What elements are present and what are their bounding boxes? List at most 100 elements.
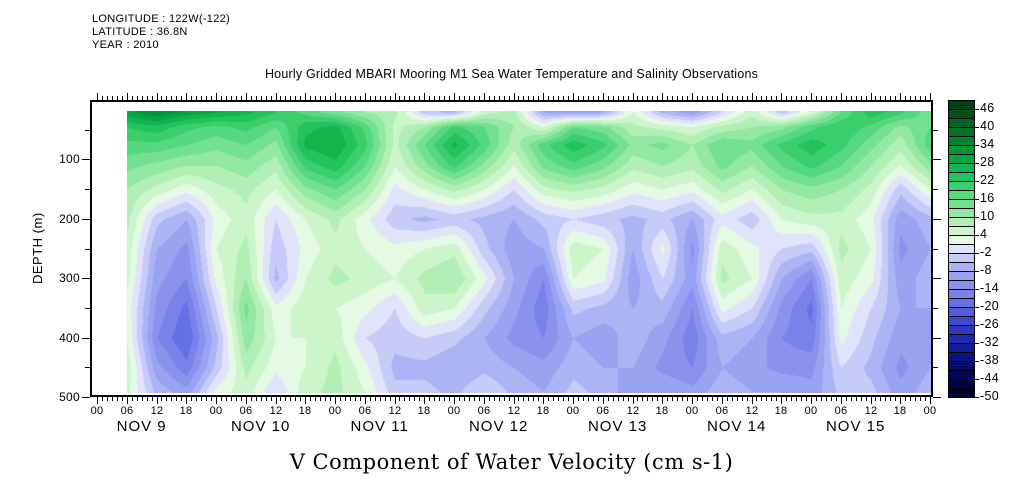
x-tick xyxy=(523,397,524,401)
colorbar-tick-label: -32 xyxy=(980,335,999,349)
y-tick-minor xyxy=(933,130,938,131)
x-tick xyxy=(464,397,465,401)
x-tick xyxy=(375,96,376,100)
x-tick xyxy=(781,397,782,404)
x-tick-label: 18 xyxy=(417,405,431,417)
x-tick xyxy=(905,397,906,401)
x-tick xyxy=(608,96,609,100)
x-tick xyxy=(404,397,405,401)
x-tick xyxy=(137,397,138,401)
x-tick xyxy=(637,96,638,100)
x-tick xyxy=(796,397,797,401)
x-tick xyxy=(811,93,812,100)
x-tick xyxy=(97,93,98,100)
x-tick xyxy=(533,96,534,100)
x-tick xyxy=(424,397,425,404)
x-tick xyxy=(766,397,767,401)
x-tick xyxy=(514,93,515,100)
x-tick-label: 12 xyxy=(864,405,878,417)
x-day-label: NOV 10 xyxy=(230,418,291,435)
x-tick xyxy=(340,397,341,401)
x-tick xyxy=(330,96,331,100)
x-tick xyxy=(449,397,450,401)
x-tick-label: 06 xyxy=(477,405,491,417)
colorbar-cell xyxy=(949,154,974,163)
x-axis-title: V Component of Water Velocity (cm s-1) xyxy=(289,450,734,474)
x-tick xyxy=(102,96,103,100)
x-tick xyxy=(509,96,510,100)
x-tick xyxy=(841,93,842,100)
x-tick xyxy=(781,93,782,100)
y-tick xyxy=(933,219,941,220)
x-tick xyxy=(647,397,648,401)
colorbar-tick-label: 34 xyxy=(980,137,995,151)
x-tick xyxy=(672,96,673,100)
x-tick xyxy=(861,96,862,100)
x-tick xyxy=(280,397,281,401)
x-tick xyxy=(171,397,172,401)
x-tick xyxy=(201,96,202,100)
colorbar-tick-label: 10 xyxy=(980,209,995,223)
x-tick xyxy=(821,397,822,401)
colorbar-tick-label: 40 xyxy=(980,119,995,133)
x-tick xyxy=(206,397,207,401)
x-tick xyxy=(216,93,217,100)
x-tick-label: 06 xyxy=(596,405,610,417)
x-tick xyxy=(117,96,118,100)
colorbar-tick xyxy=(974,163,979,164)
x-tick xyxy=(147,397,148,401)
x-tick xyxy=(469,397,470,401)
x-tick xyxy=(315,397,316,401)
x-tick xyxy=(117,397,118,401)
x-tick-label: 00 xyxy=(685,405,699,417)
x-tick xyxy=(791,96,792,100)
y-tick xyxy=(82,397,90,398)
heatmap-canvas xyxy=(127,111,931,393)
x-tick xyxy=(846,397,847,401)
x-tick xyxy=(851,397,852,401)
x-tick xyxy=(112,397,113,401)
x-tick xyxy=(925,397,926,401)
x-tick xyxy=(157,397,158,404)
colorbar-tick xyxy=(974,217,979,218)
y-tick-label: 200 xyxy=(59,212,80,226)
x-tick xyxy=(791,397,792,401)
y-axis-title: DEPTH (m) xyxy=(30,212,45,285)
x-tick xyxy=(910,397,911,401)
x-tick xyxy=(305,93,306,100)
x-tick xyxy=(628,96,629,100)
x-tick xyxy=(752,93,753,100)
x-tick xyxy=(776,397,777,401)
x-tick xyxy=(861,397,862,401)
x-tick xyxy=(444,397,445,401)
x-tick xyxy=(846,96,847,100)
x-tick xyxy=(528,397,529,401)
x-tick xyxy=(712,96,713,100)
x-tick-label: 00 xyxy=(90,405,104,417)
x-tick xyxy=(618,96,619,100)
x-tick xyxy=(295,96,296,100)
x-tick xyxy=(350,397,351,401)
x-tick xyxy=(920,96,921,100)
colorbar-cell xyxy=(949,289,974,298)
x-tick xyxy=(444,96,445,100)
x-tick xyxy=(276,93,277,100)
x-tick xyxy=(578,397,579,401)
x-tick xyxy=(771,397,772,401)
x-tick xyxy=(137,96,138,100)
colorbar-tick-label: 22 xyxy=(980,173,995,187)
x-tick xyxy=(315,96,316,100)
x-tick xyxy=(801,397,802,401)
colorbar-cell xyxy=(949,190,974,199)
colorbar-cell xyxy=(949,118,974,127)
x-tick xyxy=(295,397,296,401)
x-tick xyxy=(380,397,381,401)
x-tick xyxy=(523,96,524,100)
x-tick xyxy=(479,397,480,401)
x-tick xyxy=(885,96,886,100)
x-tick xyxy=(161,96,162,100)
x-tick xyxy=(905,96,906,100)
x-tick xyxy=(662,397,663,404)
x-tick xyxy=(320,96,321,100)
x-tick xyxy=(355,397,356,401)
